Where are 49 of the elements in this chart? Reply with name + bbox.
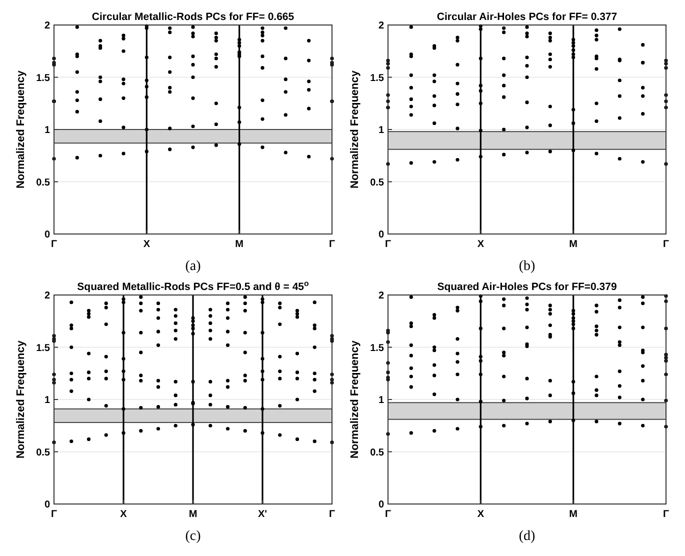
- text: (c): [185, 529, 202, 544]
- y-tick-label: 0.5: [36, 177, 50, 188]
- y-axis-title: Normalized Frequency: [15, 70, 27, 188]
- y-tick-label: 0: [378, 500, 384, 510]
- y-tick-label: 1: [378, 125, 384, 136]
- y-tick-label: 0.5: [370, 447, 384, 458]
- x-tick-label: M: [235, 239, 244, 250]
- x-tick-label: Γ: [50, 509, 58, 520]
- x-tick-label: X: [120, 509, 128, 520]
- x-tick-label: M: [569, 239, 578, 250]
- x-tick-label: M: [188, 509, 198, 520]
- x-tick-label: X': [258, 509, 268, 520]
- y-tick-label: 0: [44, 500, 50, 510]
- y-tick-label: 0: [378, 230, 384, 240]
- chart-title: Squared Air-Holes PCs for FF=0.379: [437, 281, 617, 293]
- x-tick-label: X: [477, 239, 484, 250]
- y-tick-label: 0: [44, 230, 50, 240]
- text: (a): [185, 259, 202, 274]
- chart-title: Circular Air-Holes PCs for FF= 0.377: [436, 11, 618, 23]
- y-tick-label: 2: [44, 20, 50, 32]
- x-tick-label: Γ: [328, 509, 336, 520]
- y-tick-label: 0.5: [36, 447, 50, 458]
- y-tick-label: 1.5: [36, 342, 50, 354]
- y-axis-title: Normalized Frequency: [349, 70, 361, 188]
- x-tick-label: Γ: [662, 509, 670, 520]
- chart-title: Circular Metallic-Rods PCs for FF= 0.665: [92, 11, 294, 23]
- y-tick-label: 1: [378, 395, 384, 406]
- y-tick-label: 2: [44, 290, 50, 302]
- text: (b): [518, 259, 536, 274]
- x-tick-label: X: [477, 509, 484, 520]
- y-tick-label: 1: [44, 125, 50, 136]
- y-tick-label: 1.5: [36, 72, 50, 84]
- x-tick-label: Γ: [384, 239, 392, 250]
- y-tick-label: 1: [44, 395, 50, 406]
- x-tick-label: M: [569, 509, 578, 520]
- text: (d): [518, 529, 536, 544]
- x-tick-label: Γ: [662, 239, 670, 250]
- y-tick-label: 1.5: [370, 72, 384, 84]
- y-axis-title: Normalized Frequency: [349, 340, 361, 458]
- x-tick-label: X: [143, 239, 150, 250]
- chart-title: Squared Metallic-Rods PCs FF=0.5 and θ = 45$^{o}$: [77, 278, 310, 293]
- x-tick-label: Γ: [384, 509, 392, 520]
- x-tick-label: Γ: [328, 239, 336, 250]
- y-axis-title: Normalized Frequency: [15, 340, 27, 458]
- y-tick-label: 0.5: [370, 177, 384, 188]
- x-tick-label: Γ: [50, 239, 58, 250]
- y-tick-label: 1.5: [370, 342, 384, 354]
- y-tick-label: 2: [378, 290, 384, 302]
- y-tick-label: 2: [378, 20, 384, 32]
